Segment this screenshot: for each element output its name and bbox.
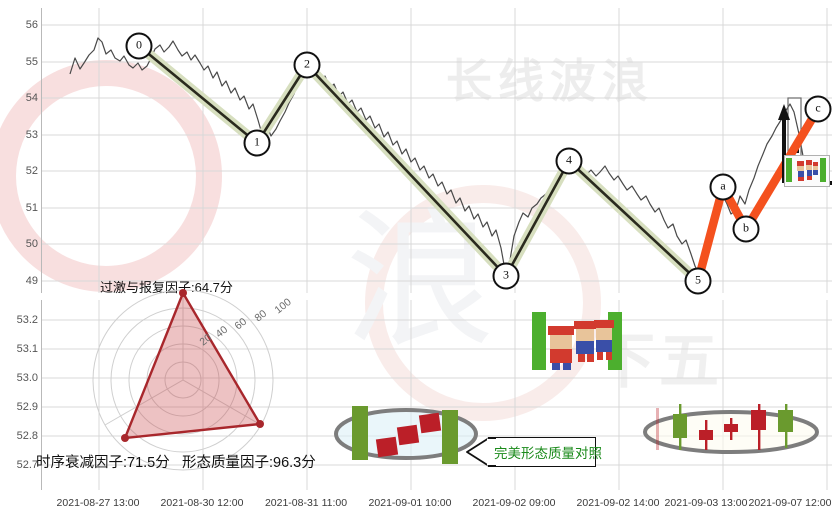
wave-node-4[interactable]: 4 [555,147,583,175]
main-price-chart: 0 1 2 3 4 5 a b c [41,8,832,295]
y-tick-main-3: 53 [25,129,38,141]
x-tick-0: 2021-08-27 13:00 [56,497,140,509]
radar-polygon [123,290,262,440]
y-tick-main-7: 49 [25,275,38,287]
y-tick-main-2: 54 [25,92,38,104]
pixel-sprite-characters [532,312,622,370]
wave-node-3[interactable]: 3 [492,262,520,290]
pattern-callout-box[interactable] [784,155,830,187]
left-arrow-icon [466,437,496,467]
radar-vertices [121,289,264,442]
x-tick-6: 2021-09-03 13:00 [664,497,748,509]
wave-node-c[interactable]: c [804,95,832,123]
x-tick-3: 2021-09-01 10:00 [368,497,452,509]
wave-node-5[interactable]: 5 [684,267,712,295]
y-tick-lower-5: 52.7 [16,459,38,471]
radar-spokes [104,293,262,426]
callout-arrow-head [778,104,790,120]
x-tick-2: 2021-08-31 11:00 [264,497,348,509]
y-tick-main-0: 56 [25,19,38,31]
x-tick-7: 2021-09-07 12:00 [748,497,832,509]
y-tick-lower-2: 53.0 [16,372,38,384]
main-y-axis: 56 55 54 53 52 51 50 49 [0,0,38,293]
impulse-wave-halo [134,41,703,286]
y-tick-main-4: 52 [25,165,38,177]
impulse-wave-line [137,44,700,283]
radar-scale-labels: 20 40 60 80 100 [197,296,293,348]
wave-node-1[interactable]: 1 [243,129,271,157]
y-tick-main-5: 51 [25,202,38,214]
x-tick-4: 2021-09-02 09:00 [472,497,556,509]
label-time-decay-factor: 时序衰减因子:71.5分 [36,455,170,471]
y-tick-lower-0: 53.2 [16,314,38,326]
candle-group-right [643,404,819,454]
candle-group-left [334,406,478,464]
y-tick-lower-1: 53.1 [16,343,38,355]
banner-text: 完美形态质量对照 [494,446,602,461]
main-chart-svg [42,8,832,293]
wave-node-b[interactable]: b [732,215,760,243]
lower-chart-svg: 20 40 60 80 100 [42,289,832,490]
label-pattern-quality-factor: 形态质量因子:96.3分 [182,455,316,471]
factor-radar-chart: 20 40 60 80 100 [41,289,832,490]
lower-chart-title: 过激与报复因子:64.7分 [100,280,233,295]
y-tick-main-1: 55 [25,56,38,68]
svg-text:80: 80 [252,308,269,325]
banner-box [488,437,596,467]
svg-text:100: 100 [272,296,293,316]
y-tick-main-6: 50 [25,238,38,250]
x-tick-1: 2021-08-30 12:00 [160,497,244,509]
lower-y-axis: 53.2 53.1 53.0 52.9 52.8 52.7 [0,300,38,490]
pixel-sprite-icon [786,158,826,182]
pattern-comparison-banner[interactable]: 完美形态质量对照 [466,437,602,467]
wave-node-2[interactable]: 2 [293,51,321,79]
wave-node-a[interactable]: a [709,173,737,201]
y-tick-lower-3: 52.9 [16,401,38,413]
x-tick-5: 2021-09-02 14:00 [576,497,660,509]
wave-node-0[interactable]: 0 [125,32,153,60]
y-tick-lower-4: 52.8 [16,430,38,442]
